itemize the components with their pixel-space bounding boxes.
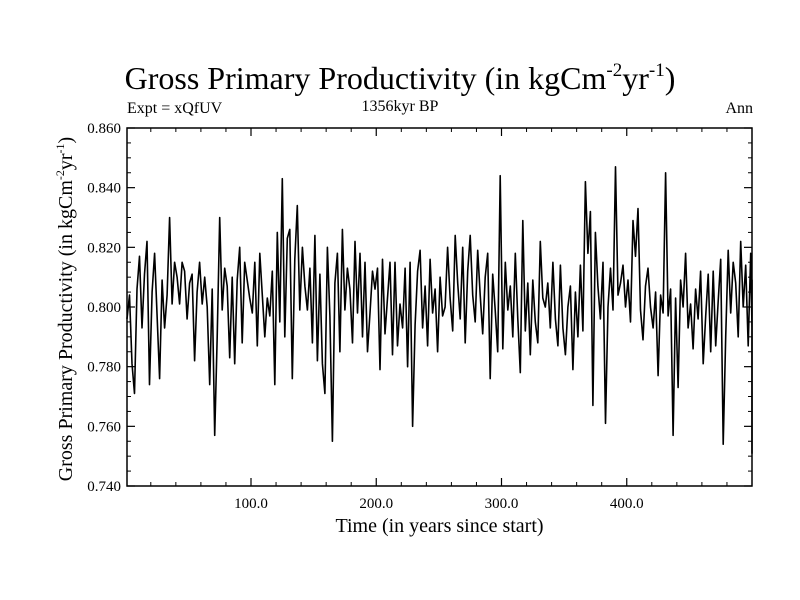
y-tick-label: 0.740: [87, 479, 121, 495]
period-label: 1356kyr BP: [361, 98, 439, 115]
chart-title: Gross Primary Productivity (in kgCm-2yr-…: [124, 60, 676, 96]
x-axis-label: Time (in years since start): [335, 515, 543, 537]
y-tick-label: 0.780: [87, 360, 121, 376]
season-label: Ann: [725, 100, 753, 117]
y-tick-label: 0.860: [87, 121, 121, 137]
x-tick-label: 400.0: [610, 496, 644, 512]
plot-frame: [126, 127, 753, 487]
y-tick-label: 0.820: [87, 240, 121, 256]
tick-labels: 0.740 0.760 0.780 0.800 0.820 0.840 0.860 100.0…: [87, 121, 643, 512]
expt-label: Expt = xQfUV: [127, 100, 223, 117]
series-line-gpp: [126, 166, 753, 454]
x-tick-label: 200.0: [359, 496, 393, 512]
y-tick-label: 0.800: [87, 300, 121, 316]
x-tick-label: 300.0: [485, 496, 519, 512]
x-tick-label: 100.0: [234, 496, 268, 512]
y-tick-label: 0.760: [87, 419, 121, 435]
y-axis-label: Gross Primary Productivity (in kgCm-2yr-…: [53, 137, 77, 481]
y-tick-label: 0.840: [87, 181, 121, 197]
